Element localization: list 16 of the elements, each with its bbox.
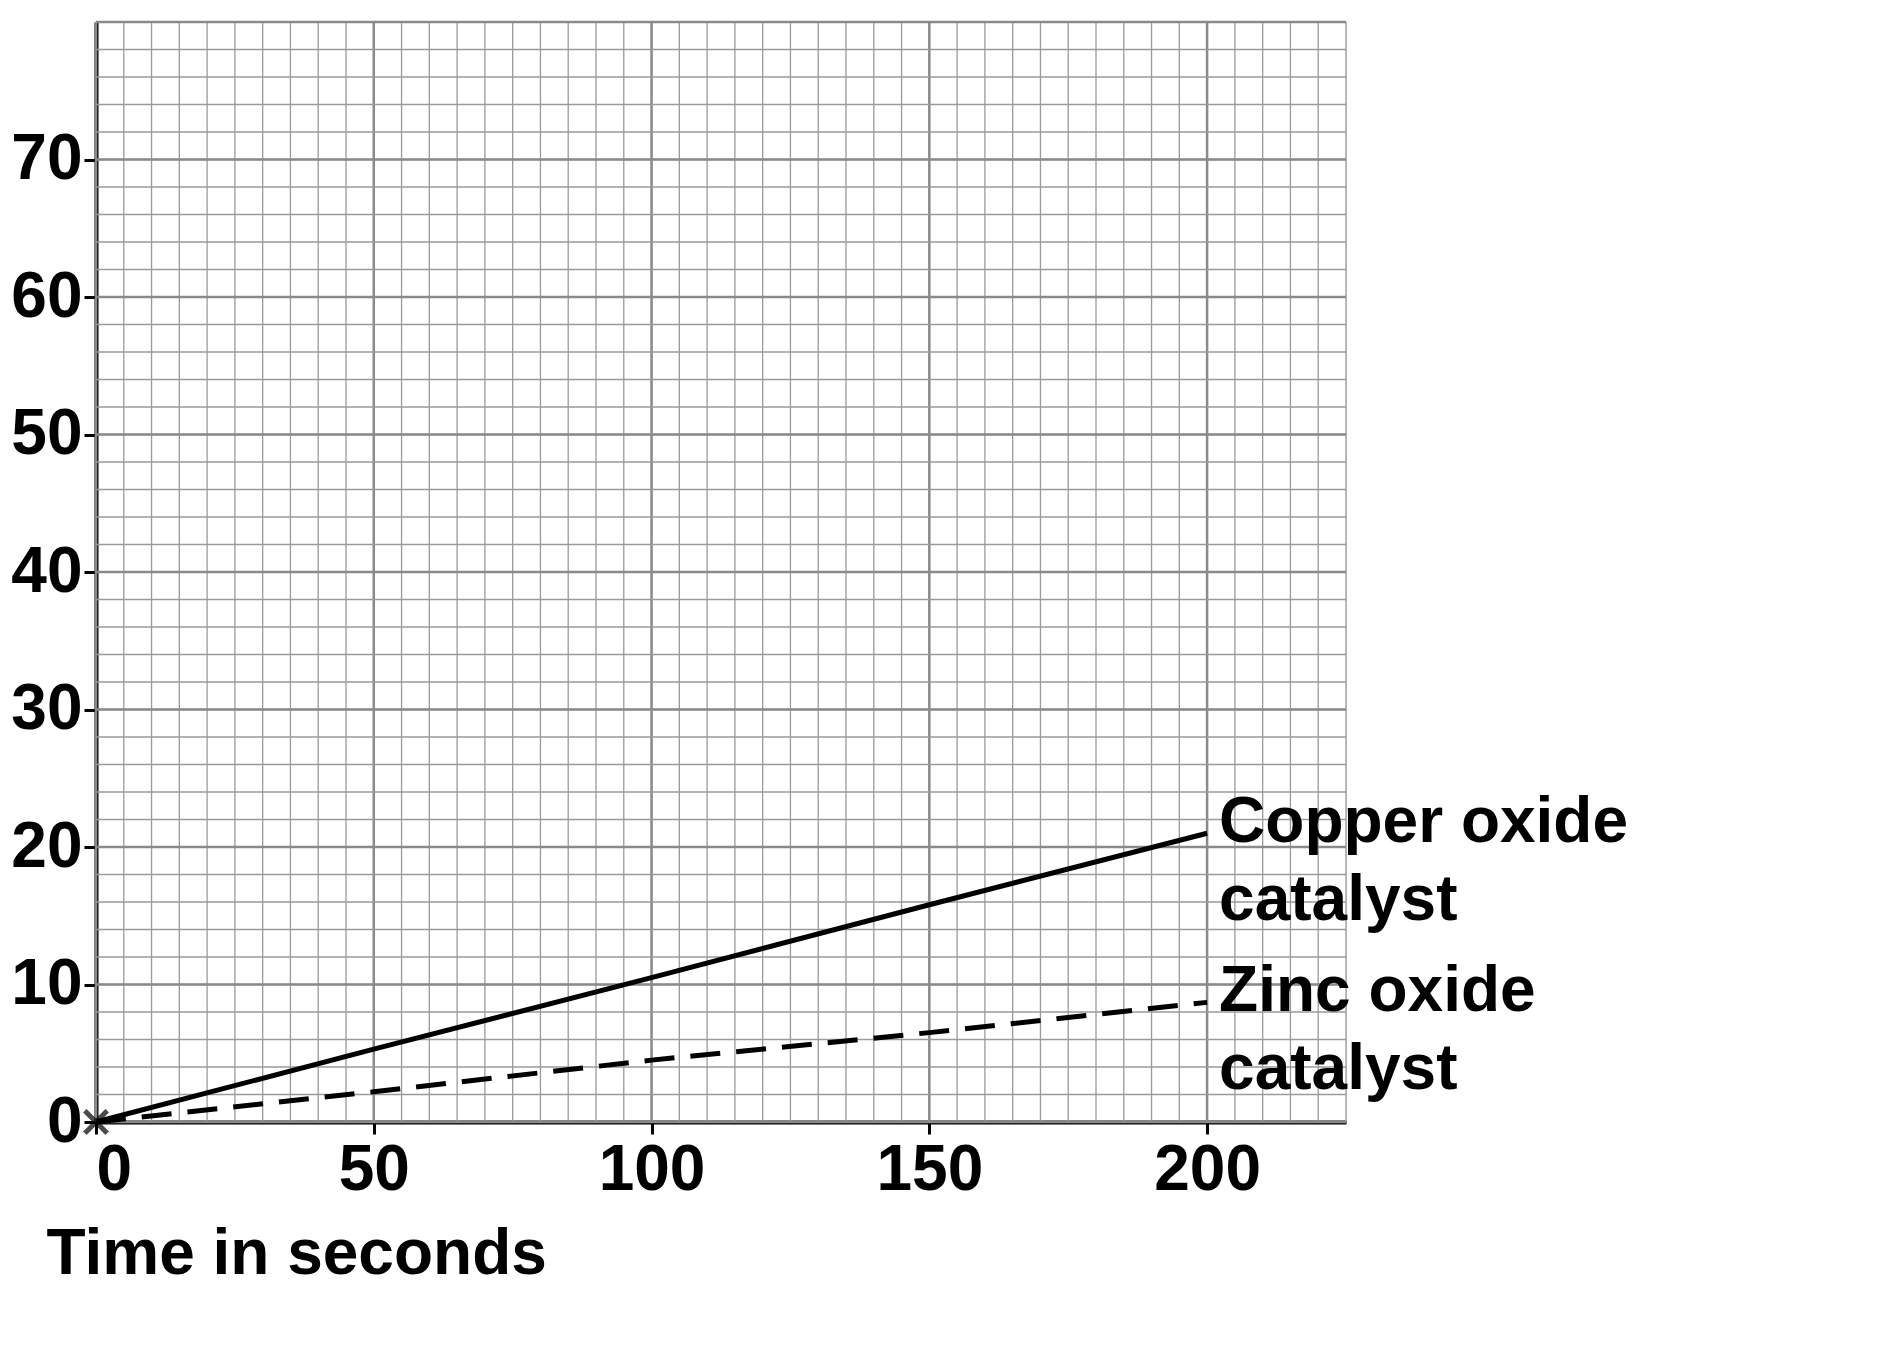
y-tick-label: 70 <box>11 121 83 193</box>
y-tick-label: 40 <box>11 533 83 606</box>
x-tick-label: 50 <box>338 1131 410 1204</box>
x-tick-label: 200 <box>1154 1131 1261 1204</box>
y-tick-label: 60 <box>11 258 83 331</box>
y-tick-label: 0 <box>46 1083 83 1156</box>
y-tick-label: 10 <box>11 946 83 1018</box>
series-label: Zinc oxide catalyst <box>1219 953 1536 1104</box>
x-tick-label: 0 <box>96 1131 133 1204</box>
x-tick-label: 150 <box>876 1131 984 1204</box>
y-tick-label: 20 <box>11 808 83 881</box>
x-axis-title: Time in seconds <box>46 1215 547 1288</box>
y-tick-label: 30 <box>11 671 83 743</box>
series-label: Copper oxide catalyst <box>1219 784 1629 935</box>
y-tick-label: 50 <box>11 396 83 468</box>
x-tick-label: 100 <box>598 1131 706 1204</box>
